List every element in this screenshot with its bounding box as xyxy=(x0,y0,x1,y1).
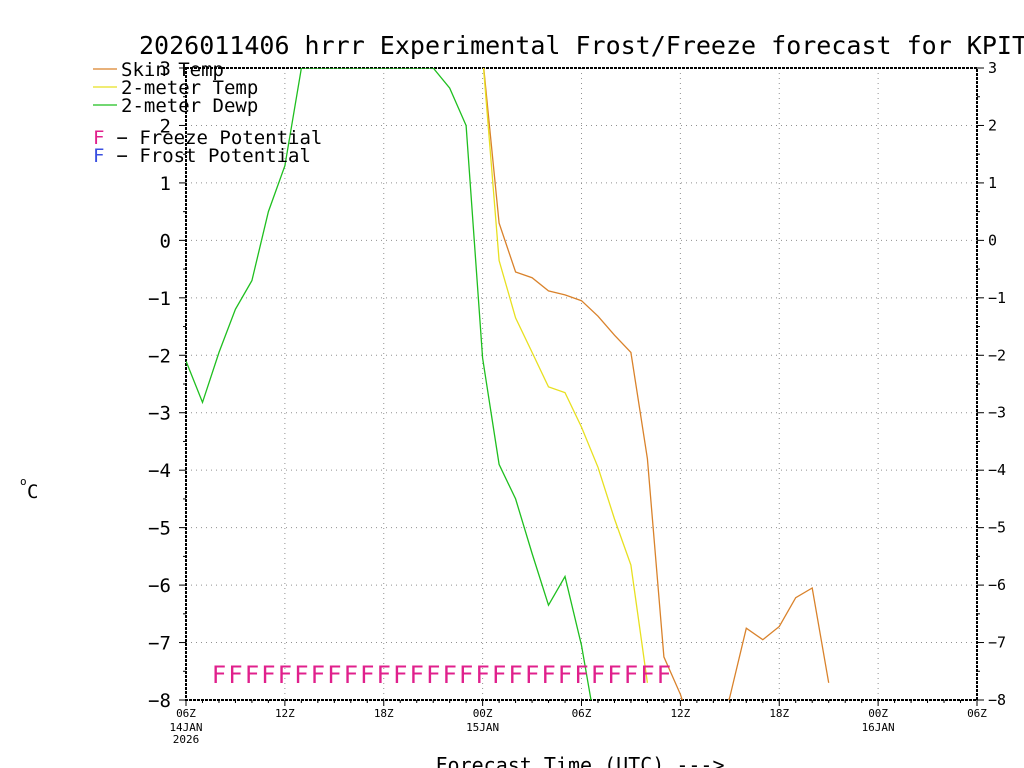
freeze-marker: F xyxy=(541,661,555,689)
x-tick-date-label: 2026 xyxy=(173,733,200,746)
freeze-marker: F xyxy=(591,661,605,689)
x-tick-label: 18Z xyxy=(769,707,789,720)
freeze-marker: F xyxy=(624,661,638,689)
x-tick-label: 06Z xyxy=(967,707,987,720)
freeze-marker: F xyxy=(558,661,572,689)
freeze-marker: F xyxy=(525,661,539,689)
y-tick-label-right: −5 xyxy=(988,519,1006,537)
x-tick-label: 00Z xyxy=(868,707,888,720)
freeze-marker: F xyxy=(311,661,325,689)
y-tick-label-right: −2 xyxy=(988,346,1006,364)
legend-marker-label: − Freeze Potential xyxy=(105,127,322,149)
y-tick-label-left: 0 xyxy=(160,230,171,252)
y-axis-label-degree: o xyxy=(20,475,27,488)
y-tick-label-right: −1 xyxy=(988,289,1006,307)
freeze-marker: F xyxy=(492,661,506,689)
freeze-marker: F xyxy=(360,661,374,689)
y-tick-label-left: −7 xyxy=(148,633,171,655)
freeze-marker: F xyxy=(640,661,654,689)
y-tick-label-right: −7 xyxy=(988,634,1006,652)
freeze-marker: F xyxy=(245,661,259,689)
chart-title: 2026011406 hrrr Experimental Frost/Freez… xyxy=(139,31,1024,60)
freeze-marker: F xyxy=(327,661,341,689)
legend-marker-char: F xyxy=(93,145,104,167)
y-tick-label-left: −4 xyxy=(148,460,171,482)
y-tick-label-right: −8 xyxy=(988,691,1006,709)
series-line-2-meter-temp xyxy=(482,68,649,683)
freeze-marker: F xyxy=(426,661,440,689)
y-tick-label-left: 3 xyxy=(160,58,171,80)
y-tick-label-left: 1 xyxy=(160,173,171,195)
freeze-marker: F xyxy=(475,661,489,689)
series-line-2-meter-dewp xyxy=(186,68,592,700)
y-tick-label-left: −3 xyxy=(148,403,171,425)
freeze-marker: F xyxy=(344,661,358,689)
y-axis-label-unit: C xyxy=(27,481,38,503)
y-tick-label-left: −8 xyxy=(148,690,171,712)
axis-ticks: 3 3 2 2 1 1 0 0 −1 −1 −2 −2 −3 −3 −4 −4 −5 −5 −6 −6 −7 −7 −8 −8… xyxy=(148,58,1006,746)
y-tick-label-left: −2 xyxy=(148,345,171,367)
freeze-marker: F xyxy=(442,661,456,689)
x-tick-label: 12Z xyxy=(670,707,690,720)
freeze-marker: F xyxy=(278,661,292,689)
y-tick-label-left: −6 xyxy=(148,575,171,597)
x-tick-label: 06Z xyxy=(572,707,592,720)
y-tick-label-right: 1 xyxy=(988,174,997,192)
freeze-marker: F xyxy=(607,661,621,689)
y-tick-label-right: −3 xyxy=(988,404,1006,422)
grid-lines xyxy=(186,68,977,700)
y-tick-label-right: −4 xyxy=(988,461,1006,479)
y-axis-label: o C xyxy=(20,475,38,503)
freeze-marker: F xyxy=(508,661,522,689)
x-tick-date-label: 14JAN xyxy=(169,721,202,734)
freeze-marker: F xyxy=(459,661,473,689)
legend-marker-char: F xyxy=(93,127,104,149)
x-axis-label: Forecast Time (UTC) ---> xyxy=(436,753,725,768)
freeze-marker: F xyxy=(228,661,242,689)
x-tick-date-label: 15JAN xyxy=(466,721,499,734)
legend-label: 2-meter Temp xyxy=(121,77,258,99)
freeze-marker: F xyxy=(212,661,226,689)
y-tick-label-right: 0 xyxy=(988,231,997,249)
legend-label: 2-meter Dewp xyxy=(121,95,258,117)
y-tick-label-right: 2 xyxy=(988,116,997,134)
x-tick-label: 06Z xyxy=(176,707,196,720)
series-lines xyxy=(186,68,830,700)
freeze-marker: F xyxy=(409,661,423,689)
freeze-marker: F xyxy=(294,661,308,689)
freeze-marker: F xyxy=(657,661,671,689)
y-tick-label-right: −6 xyxy=(988,576,1006,594)
x-tick-date-label: 16JAN xyxy=(862,721,895,734)
series-line-skin-temp xyxy=(483,68,830,700)
x-tick-label: 18Z xyxy=(374,707,394,720)
freeze-marker: F xyxy=(393,661,407,689)
freeze-marker: F xyxy=(261,661,275,689)
legend-label: Skin Temp xyxy=(121,59,224,81)
freeze-marker: F xyxy=(574,661,588,689)
x-tick-label: 12Z xyxy=(275,707,295,720)
x-tick-label: 00Z xyxy=(473,707,493,720)
freeze-marker: F xyxy=(377,661,391,689)
y-tick-label-left: −1 xyxy=(148,288,171,310)
y-tick-label-right: 3 xyxy=(988,59,997,77)
y-tick-label-left: −5 xyxy=(148,518,171,540)
y-tick-label-left: 2 xyxy=(160,115,171,137)
legend-marker-label: − Frost Potential xyxy=(105,145,311,167)
